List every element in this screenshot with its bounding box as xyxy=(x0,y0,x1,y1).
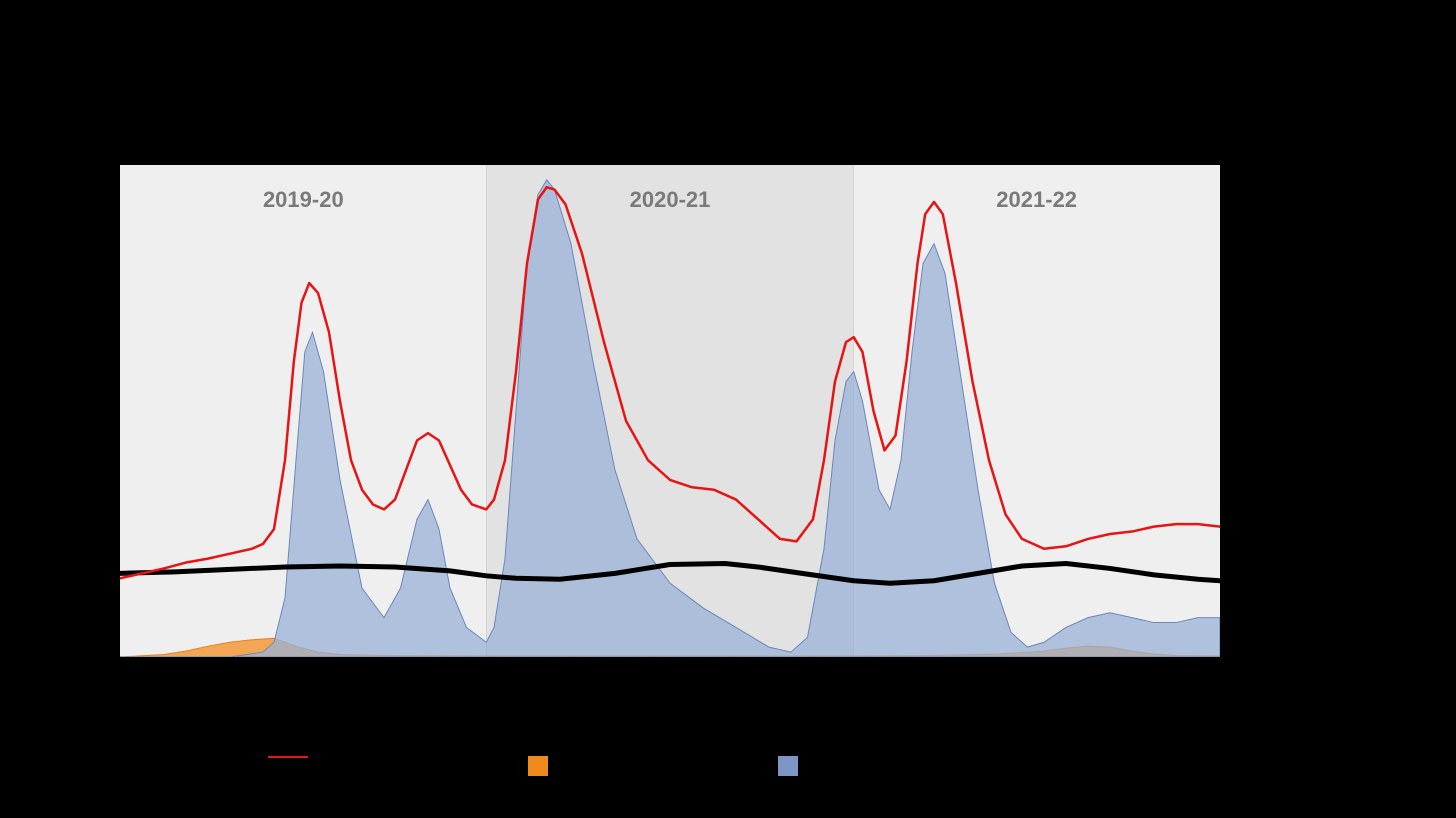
region-label-2: 2021-22 xyxy=(996,187,1077,213)
chart-svg xyxy=(120,165,1220,657)
legend-item-1 xyxy=(528,756,560,776)
legend-item-2 xyxy=(778,756,810,776)
region-label-0: 2019-20 xyxy=(263,187,344,213)
legend-swatch-box xyxy=(778,756,798,776)
legend-swatch-box xyxy=(528,756,548,776)
legend-swatch-line xyxy=(268,756,308,758)
chart-container: 2019-20 2020-21 2021-22 xyxy=(120,165,1220,657)
legend-item-0 xyxy=(268,756,320,758)
region-label-1: 2020-21 xyxy=(630,187,711,213)
